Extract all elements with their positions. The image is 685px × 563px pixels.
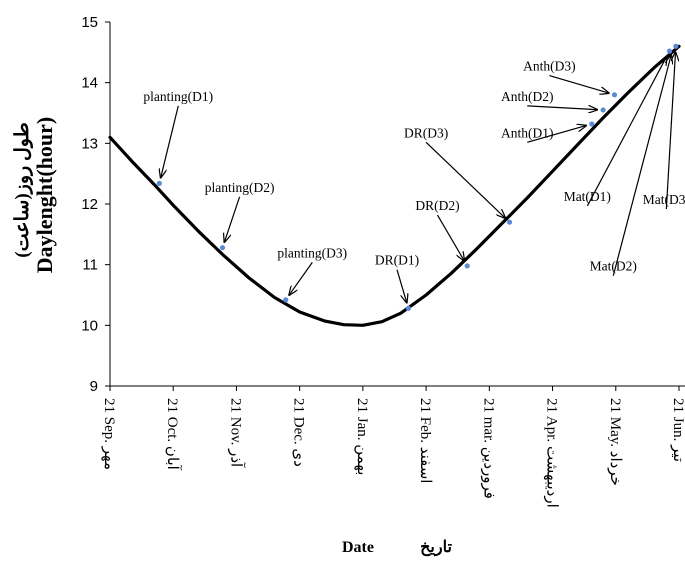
stage-point bbox=[219, 245, 226, 251]
stage-point bbox=[666, 48, 673, 54]
x-tick-label: 21 Apr. اردیبهشت bbox=[544, 398, 560, 508]
x-tick-label: 21 Sep. مهر bbox=[101, 398, 117, 470]
x-tick-label: 21 mar. فروردین bbox=[480, 398, 496, 499]
annotation-label: DR(D3) bbox=[404, 125, 448, 140]
annotation-label: Mat(D3) bbox=[643, 192, 685, 207]
x-axis-title-en: Date bbox=[342, 539, 374, 556]
annotation-label: DR(D1) bbox=[375, 253, 419, 268]
x-tick-label: 21 Jan. بهمن bbox=[354, 398, 370, 475]
annotation-label: Mat(D1) bbox=[564, 189, 611, 204]
annotation-arrow bbox=[612, 55, 671, 276]
y-ticks: 9 10 11 12 13 14 15 bbox=[81, 14, 110, 395]
x-axis-title-fa: تاریخ bbox=[420, 539, 452, 557]
annotation-label: planting(D2) bbox=[205, 180, 275, 195]
stage-point bbox=[464, 263, 470, 269]
stage-point bbox=[156, 180, 162, 186]
x-tick-label: 21 May. خرداد bbox=[607, 398, 623, 486]
x-tick-label: 21 Nov. آذر bbox=[227, 398, 245, 468]
x-tick-label: 21 Dec. دی bbox=[291, 398, 307, 467]
annotation-arrow bbox=[436, 214, 464, 261]
x-tick-label: 21 Feb. اسفند bbox=[417, 398, 433, 483]
y-axis-title-en: Daylenght(hour) bbox=[32, 117, 57, 273]
y-tick-label: 10 bbox=[81, 317, 98, 334]
stage-point bbox=[611, 92, 618, 98]
stage-point bbox=[589, 121, 595, 127]
annotations-layer: planting(D1) planting(D2) planting(D3) DR(D… bbox=[143, 52, 685, 302]
y-tick-label: 15 bbox=[81, 14, 98, 31]
stage-point bbox=[506, 219, 513, 225]
y-tick-label: 14 bbox=[81, 75, 98, 92]
y-tick-label: 9 bbox=[90, 378, 98, 395]
annotation-arrow bbox=[224, 196, 241, 242]
y-tick-label: 11 bbox=[82, 257, 98, 274]
annotation-arrow bbox=[527, 126, 586, 143]
x-ticks: 21 Sep. مهر 21 Oct. آبان 21 Nov. آذر 21 Dec… bbox=[101, 386, 685, 508]
stage-point bbox=[283, 297, 289, 303]
annotation-label: planting(D1) bbox=[143, 89, 213, 104]
y-tick-label: 13 bbox=[81, 135, 98, 152]
annotation-arrow bbox=[586, 56, 666, 207]
stage-point bbox=[673, 43, 679, 49]
annotation-arrow bbox=[425, 141, 505, 218]
annotation-label: Anth(D1) bbox=[501, 125, 554, 140]
annotation-label: DR(D2) bbox=[415, 198, 459, 213]
annotation-label: planting(D3) bbox=[277, 245, 347, 260]
annotation-arrow bbox=[527, 106, 597, 110]
annotation-label: Anth(D3) bbox=[523, 59, 576, 74]
daylength-line bbox=[108, 44, 681, 327]
annotation-label: Anth(D2) bbox=[501, 89, 554, 104]
annotation-arrow bbox=[549, 74, 608, 94]
stage-point bbox=[405, 305, 412, 311]
x-tick-label: 21 Oct. آبان bbox=[164, 398, 182, 471]
x-tick-label: 21 Jun. تیر bbox=[670, 398, 685, 462]
series-layer bbox=[108, 43, 681, 327]
annotation-arrow bbox=[665, 52, 675, 210]
y-axis-title-fa: طول روز(ساعت) bbox=[12, 122, 33, 257]
y-tick-label: 12 bbox=[81, 196, 98, 213]
annotation-arrow bbox=[161, 105, 179, 178]
annotation-arrow bbox=[396, 269, 407, 303]
annotation-arrow bbox=[289, 262, 313, 295]
annotation-label: Mat(D2) bbox=[590, 259, 637, 274]
stage-point bbox=[600, 107, 606, 113]
